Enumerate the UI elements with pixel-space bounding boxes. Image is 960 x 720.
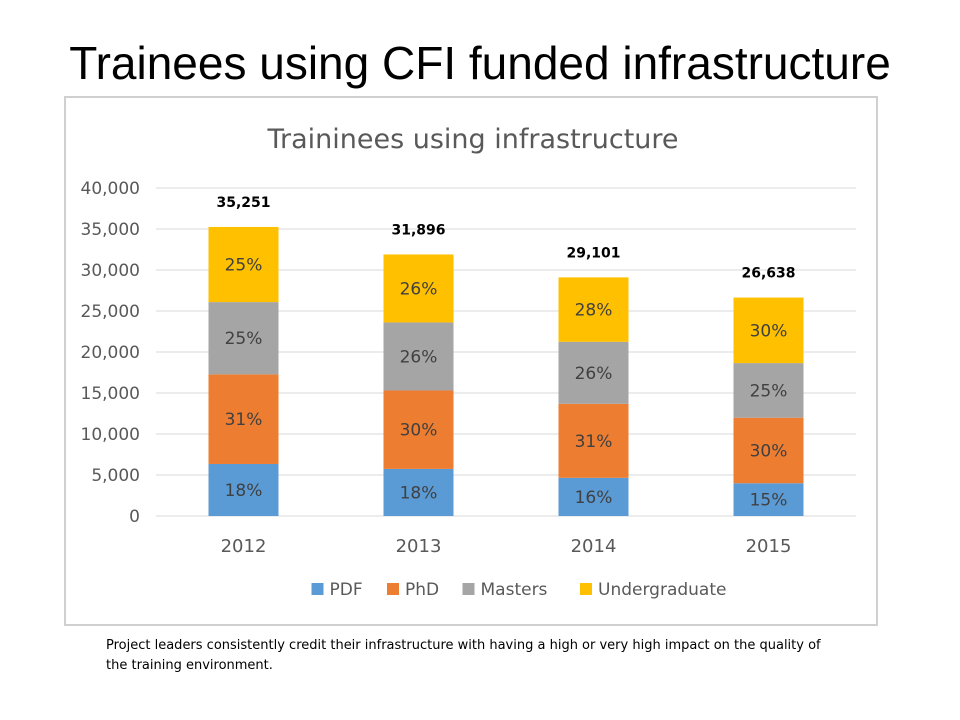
bar-segment-pdf bbox=[208, 463, 279, 516]
bar-total-label: 29,101 bbox=[566, 245, 620, 261]
segment-percent-label: 26% bbox=[400, 347, 438, 367]
segment-percent-label: 18% bbox=[400, 483, 438, 503]
segment-percent-label: 25% bbox=[225, 329, 263, 349]
y-tick-label: 5,000 bbox=[91, 466, 140, 486]
bar-total-label: 31,896 bbox=[391, 222, 445, 238]
segment-percent-label: 30% bbox=[750, 321, 788, 341]
bar-segment-pdf bbox=[558, 477, 629, 516]
bar-segment-masters bbox=[558, 341, 629, 404]
legend-swatch-undergraduate bbox=[580, 583, 592, 595]
legend-label-pdf: PDF bbox=[330, 580, 363, 600]
bar-segment-pdf bbox=[733, 483, 804, 516]
bar-segment-masters bbox=[733, 363, 804, 418]
y-tick-label: 25,000 bbox=[81, 302, 140, 322]
legend-swatch-pdf bbox=[311, 583, 324, 595]
bar-total-label: 35,251 bbox=[216, 195, 270, 211]
legend-label-phd: PhD bbox=[405, 580, 439, 600]
x-tick-label: 2014 bbox=[571, 536, 617, 557]
bar-segment-undergraduate bbox=[733, 297, 804, 364]
bar-segment-masters bbox=[383, 322, 454, 391]
bar-total-label: 26,638 bbox=[741, 266, 795, 282]
segment-percent-label: 31% bbox=[575, 432, 613, 452]
bar-segment-phd bbox=[208, 374, 279, 464]
segment-percent-label: 16% bbox=[575, 488, 613, 508]
y-tick-label: 20,000 bbox=[81, 343, 140, 363]
y-tick-label: 15,000 bbox=[81, 384, 140, 404]
segment-percent-label: 30% bbox=[750, 441, 788, 461]
x-tick-label: 2013 bbox=[396, 536, 442, 557]
slide-title: Trainees using CFI funded infrastructure bbox=[69, 37, 891, 89]
legend-label-undergraduate: Undergraduate bbox=[598, 580, 726, 600]
y-tick-label: 35,000 bbox=[81, 220, 140, 240]
legend-swatch-phd bbox=[387, 583, 399, 595]
segment-percent-label: 26% bbox=[400, 279, 438, 299]
bar-segment-undergraduate bbox=[208, 226, 279, 303]
bar-segment-phd bbox=[383, 390, 454, 469]
y-tick-label: 0 bbox=[129, 507, 140, 527]
caption: Project leaders consistently credit thei… bbox=[106, 638, 821, 673]
y-tick-label: 30,000 bbox=[81, 261, 140, 281]
legend-swatch-masters bbox=[462, 583, 475, 595]
segment-percent-label: 28% bbox=[575, 301, 613, 321]
segment-percent-label: 15% bbox=[750, 491, 788, 511]
x-tick-label: 2012 bbox=[221, 536, 267, 557]
segment-percent-label: 25% bbox=[225, 256, 263, 276]
segment-percent-label: 31% bbox=[225, 410, 263, 430]
bar-segment-masters bbox=[208, 302, 279, 375]
legend-label-masters: Masters bbox=[481, 580, 548, 600]
x-tick-label: 2015 bbox=[746, 536, 792, 557]
bar-segment-pdf bbox=[383, 468, 454, 516]
segment-percent-label: 18% bbox=[225, 481, 263, 501]
chart-frame: Traininees using infrastructure 0 5,000 10… bbox=[64, 96, 878, 626]
segment-percent-label: 26% bbox=[575, 364, 613, 384]
bar-segment-phd bbox=[558, 403, 629, 478]
y-tick-label: 40,000 bbox=[81, 179, 140, 199]
bar-segment-undergraduate bbox=[383, 254, 454, 323]
chart-title: Traininees using infrastructure bbox=[266, 124, 678, 155]
y-tick-label: 10,000 bbox=[81, 425, 140, 445]
segment-percent-label: 25% bbox=[750, 381, 788, 401]
stacked-bar-chart: Traininees using infrastructure 0 5,000 10… bbox=[81, 124, 856, 600]
bar-segment-undergraduate bbox=[558, 277, 629, 342]
segment-percent-label: 30% bbox=[400, 421, 438, 441]
bar-segment-phd bbox=[733, 417, 804, 484]
